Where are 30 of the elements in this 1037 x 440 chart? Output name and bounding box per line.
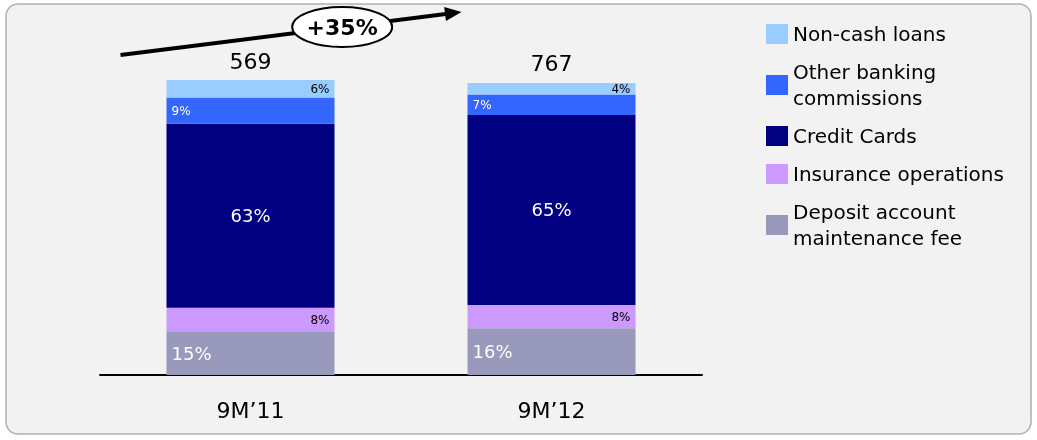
data-label: 4%: [611, 81, 631, 96]
data-label: 9%: [171, 103, 191, 118]
data-label: 15%: [171, 342, 212, 364]
bar: [166, 123, 335, 308]
legend-label: Other banking commissions: [793, 60, 943, 110]
text: 569: [229, 48, 272, 74]
legend-label: Insurance operations: [793, 162, 1004, 186]
bar: [166, 80, 335, 98]
bar: [467, 82, 636, 95]
bar: [467, 304, 636, 329]
data-label: 8%: [611, 309, 631, 324]
legend-label: Non-cash loans: [793, 22, 946, 46]
data-label: 63%: [230, 205, 271, 227]
x-tick-label: 9M’11: [216, 397, 285, 423]
bar: [166, 97, 335, 124]
bar: [467, 115, 636, 305]
bar: [166, 331, 335, 375]
bar: [166, 307, 335, 332]
bar: [467, 94, 636, 116]
x-tick-label: 9M’12: [517, 397, 586, 423]
data-label: 8%: [310, 312, 330, 327]
bar: [467, 328, 636, 375]
data-label: 6%: [310, 81, 330, 96]
text: 767: [530, 51, 573, 77]
text: +35%: [306, 14, 378, 40]
data-label: 7%: [472, 97, 492, 112]
legend-label: Deposit account maintenance fee: [793, 200, 963, 250]
data-label: 65%: [531, 199, 572, 221]
data-label: 16%: [472, 341, 513, 363]
legend-label: Credit Cards: [793, 124, 917, 148]
